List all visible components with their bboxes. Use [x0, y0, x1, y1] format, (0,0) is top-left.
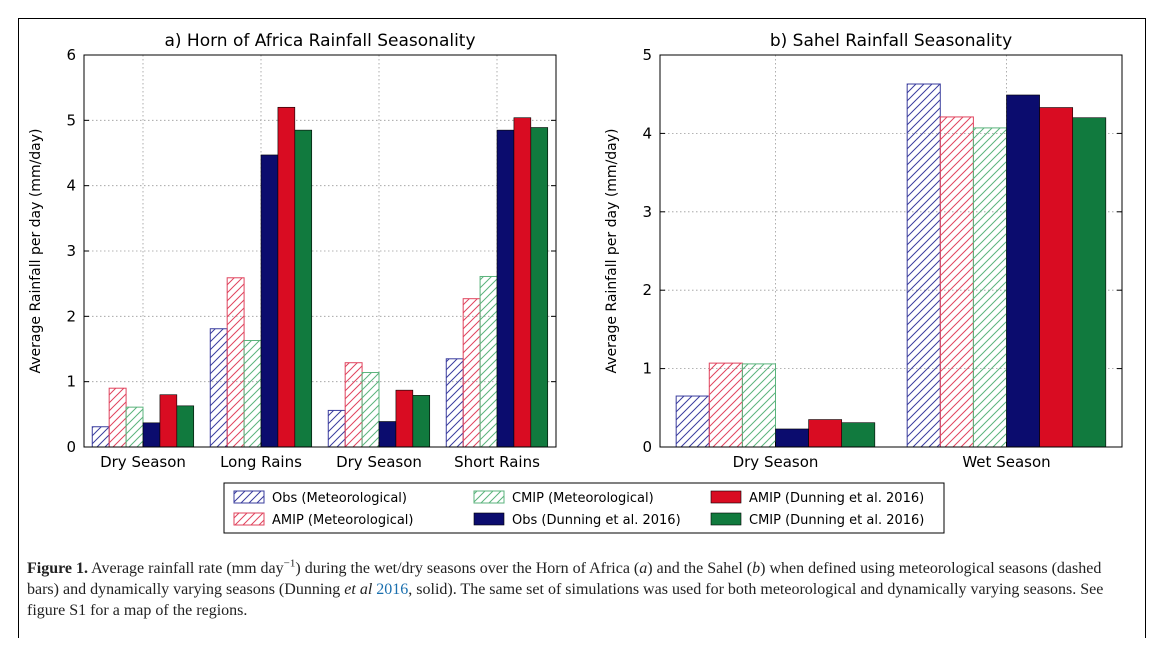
bar	[294, 129, 313, 448]
y-tick-label: 6	[66, 46, 76, 64]
chart-title: b) Sahel Rainfall Seasonality	[770, 31, 1012, 51]
bar	[142, 422, 161, 448]
legend-box	[223, 482, 945, 534]
legend-swatch	[473, 512, 505, 526]
caption-text: ) when defined using meteorological seas…	[27, 560, 1102, 598]
y-tick-label: 1	[66, 373, 76, 391]
x-tick-label: Dry Season	[336, 453, 422, 471]
x-tick-label: Dry Season	[100, 453, 186, 471]
y-tick-label: 4	[66, 177, 76, 195]
legend-label: AMIP (Meteorological)	[272, 513, 414, 528]
legend-swatch	[473, 490, 505, 504]
bar	[260, 154, 279, 448]
bar	[277, 106, 296, 448]
chart-title: a) Horn of Africa Rainfall Seasonality	[164, 31, 475, 51]
legend-label: Obs (Dunning et al. 2016)	[512, 513, 681, 528]
bar	[513, 117, 532, 448]
bar	[939, 116, 974, 448]
legend-label: AMIP (Dunning et al. 2016)	[749, 491, 924, 506]
caption-text: ) and the Sahel (	[647, 560, 753, 577]
y-tick-label: 3	[642, 203, 652, 221]
y-tick-label: 0	[642, 438, 652, 456]
bar	[496, 129, 515, 448]
plot-frame	[659, 54, 1123, 448]
bar	[412, 395, 431, 448]
bar	[1039, 107, 1074, 448]
bar	[445, 358, 464, 448]
caption-text: ) during the wet/dry seasons over the Ho…	[295, 560, 640, 577]
y-tick-label: 2	[642, 281, 652, 299]
chart-sahel: 0 1 2 3 4 5 Dry Season Wet Season b) Sahel Rainf…	[604, 31, 1123, 471]
x-tick-label: Short Rains	[454, 453, 540, 471]
caption-etal: et al	[344, 581, 373, 598]
bar	[972, 127, 1008, 448]
legend-label: Obs (Meteorological)	[272, 491, 407, 506]
bar	[209, 328, 228, 448]
bar	[1072, 117, 1107, 448]
figure-frame	[18, 18, 1146, 638]
bar	[226, 277, 245, 448]
y-axis-label: Average Rainfall per day (mm/day)	[28, 128, 44, 373]
y-tick-label: 3	[66, 242, 76, 260]
figure-caption: Figure 1. Average rainfall rate (mm day−…	[27, 558, 1132, 621]
caption-label: Figure 1.	[27, 560, 89, 577]
caption-text: , solid). The same set of simulations wa…	[27, 581, 1104, 619]
chart-legend: Obs (Meteorological) AMIP (Meteorological…	[223, 482, 945, 534]
bar	[176, 405, 195, 448]
legend-label: CMIP (Dunning et al. 2016)	[749, 513, 924, 528]
x-tick-label: Long Rains	[220, 453, 302, 471]
caption-unit-exponent: −1	[283, 557, 296, 570]
y-tick-label: 2	[66, 307, 76, 325]
caption-panel-a: a	[639, 560, 648, 577]
y-tick-label: 1	[642, 360, 652, 378]
x-tick-label: Wet Season	[962, 453, 1050, 471]
bar	[1006, 94, 1040, 448]
bar	[808, 419, 843, 448]
legend-swatch	[710, 512, 742, 526]
bar	[243, 340, 262, 448]
bar	[378, 421, 397, 448]
bar	[91, 426, 110, 448]
bar	[775, 428, 809, 448]
bar	[125, 406, 144, 448]
legend-label: CMIP (Meteorological)	[512, 491, 654, 506]
caption-panel-b: b	[752, 560, 761, 577]
y-tick-label: 4	[642, 124, 652, 142]
bar	[344, 362, 363, 448]
bar	[108, 387, 127, 448]
bar	[462, 298, 481, 448]
bar	[906, 83, 941, 448]
legend-swatch	[233, 512, 265, 526]
bar	[841, 422, 876, 448]
x-tick-label: Dry Season	[733, 453, 819, 471]
bar	[395, 389, 414, 448]
legend-swatch	[233, 490, 265, 504]
y-tick-label: 0	[66, 438, 76, 456]
chart-horn-of-africa: 0 1 2 3 4 5 6 Dry Season Long Rains Dry Season Sho…	[28, 31, 557, 471]
bar	[361, 372, 380, 448]
bar	[675, 395, 710, 448]
bar	[479, 275, 498, 448]
bar	[708, 362, 743, 448]
y-axis-label: Average Rainfall per day (mm/day)	[604, 128, 620, 373]
bar	[741, 363, 777, 448]
y-tick-label: 5	[642, 46, 652, 64]
caption-text: Average rainfall rate (mm day	[88, 560, 284, 577]
bar	[530, 127, 549, 448]
bar	[327, 409, 346, 448]
caption-citation-year[interactable]: 2016	[372, 581, 409, 598]
bar	[159, 394, 178, 448]
legend-swatch	[710, 490, 742, 504]
y-tick-label: 5	[66, 111, 76, 129]
